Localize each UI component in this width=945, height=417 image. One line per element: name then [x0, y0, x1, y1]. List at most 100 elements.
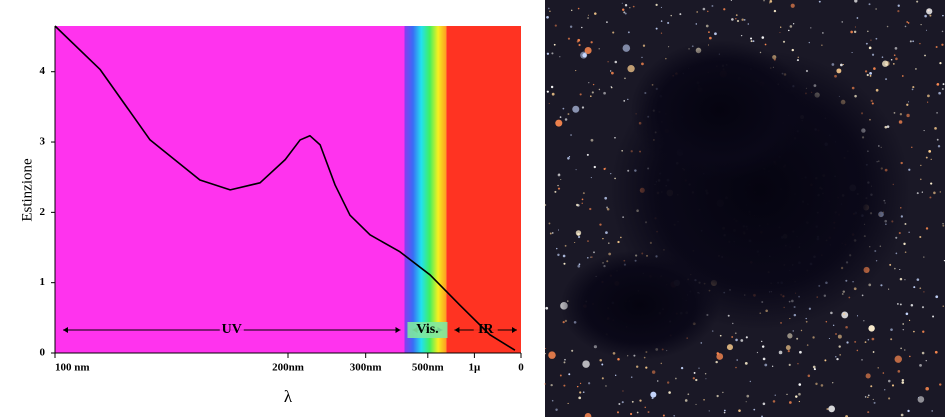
star — [826, 407, 829, 411]
star — [582, 391, 585, 393]
star — [941, 43, 944, 46]
star — [897, 303, 899, 305]
star — [916, 0, 919, 3]
star — [594, 12, 597, 15]
star — [550, 85, 554, 89]
star — [711, 4, 714, 7]
star — [900, 413, 904, 417]
star — [707, 10, 709, 13]
nebula-photo — [543, 0, 945, 417]
star — [622, 44, 631, 52]
star — [930, 158, 932, 160]
x-tick-label: 500nm — [412, 362, 444, 374]
star — [660, 20, 663, 22]
star — [788, 363, 791, 366]
star — [763, 0, 765, 2]
star — [870, 39, 872, 41]
star — [853, 30, 857, 34]
star — [569, 25, 573, 28]
star — [601, 377, 604, 380]
star — [577, 264, 581, 268]
star — [564, 358, 566, 361]
star — [740, 339, 744, 342]
star — [578, 263, 581, 266]
star — [753, 408, 756, 411]
star — [593, 251, 595, 254]
star — [605, 231, 608, 234]
star — [921, 191, 923, 193]
star — [789, 25, 793, 28]
star — [936, 111, 938, 114]
star — [651, 397, 654, 400]
star — [787, 350, 790, 353]
star — [557, 184, 559, 187]
star — [546, 52, 550, 55]
star — [903, 242, 906, 246]
dark-cloud — [560, 250, 720, 360]
star — [567, 113, 570, 116]
star — [563, 361, 566, 364]
star — [764, 363, 768, 367]
star — [632, 5, 635, 8]
star — [549, 10, 551, 13]
star — [559, 56, 561, 58]
star — [888, 397, 891, 400]
star — [905, 312, 909, 316]
star — [647, 411, 650, 414]
star — [871, 337, 875, 341]
star — [909, 40, 912, 43]
star — [576, 385, 579, 388]
star — [912, 86, 915, 89]
label-bg — [407, 322, 448, 338]
star — [892, 62, 895, 65]
star — [544, 352, 546, 355]
star — [668, 46, 670, 48]
star — [875, 8, 877, 10]
star — [599, 223, 602, 226]
star — [623, 100, 626, 102]
star — [942, 14, 944, 17]
star — [747, 23, 749, 25]
star — [921, 306, 925, 309]
star — [606, 21, 608, 23]
range-label: Vis. — [416, 322, 438, 337]
x-tick-label: 0 — [518, 362, 524, 374]
star — [761, 36, 765, 39]
star — [545, 306, 549, 310]
star — [882, 372, 885, 374]
star — [752, 40, 755, 42]
star — [578, 396, 582, 400]
star — [703, 399, 705, 401]
star — [631, 400, 634, 403]
star — [723, 409, 726, 412]
star — [919, 235, 922, 239]
star — [674, 377, 677, 380]
star — [587, 240, 589, 242]
star — [624, 4, 628, 7]
star — [750, 40, 753, 43]
star — [575, 169, 577, 171]
y-tick-label: 4 — [40, 65, 46, 77]
star — [919, 178, 922, 181]
star — [904, 25, 907, 28]
star — [925, 227, 929, 230]
star — [854, 0, 858, 3]
star — [779, 31, 781, 34]
star — [873, 401, 876, 404]
star — [623, 11, 626, 14]
star — [769, 2, 771, 4]
star — [930, 182, 933, 185]
y-tick-label: 1 — [40, 276, 46, 288]
star — [624, 12, 627, 15]
star — [593, 165, 596, 169]
star — [872, 351, 875, 353]
star — [629, 7, 631, 9]
star — [590, 95, 592, 97]
star — [574, 241, 576, 243]
star — [614, 136, 616, 139]
star — [851, 52, 853, 54]
star — [888, 288, 890, 290]
star — [577, 38, 581, 42]
star — [750, 37, 753, 40]
